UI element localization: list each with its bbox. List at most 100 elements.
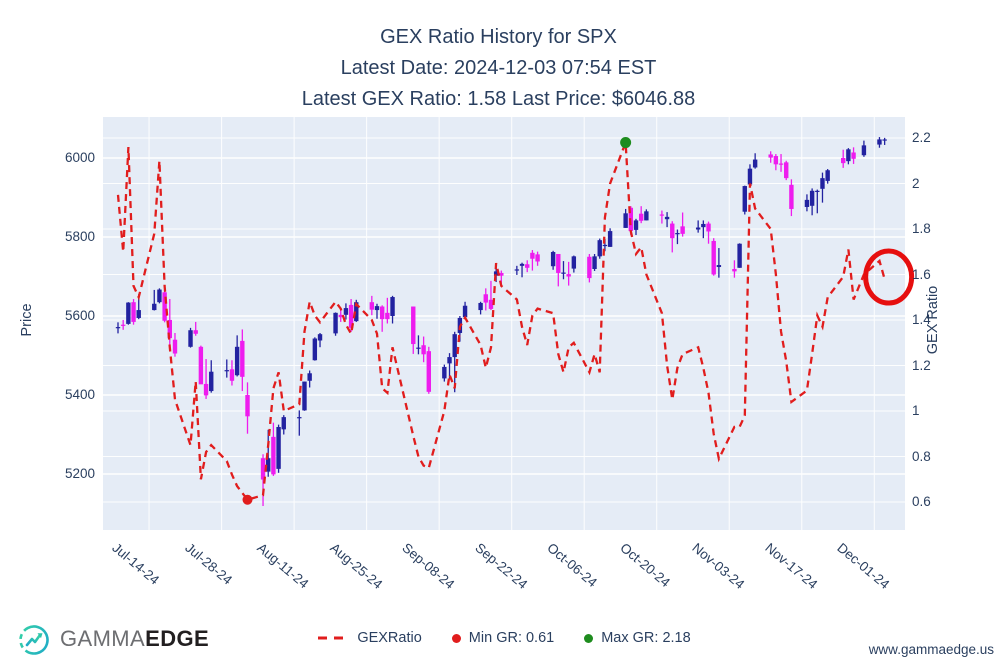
legend-gexratio-label: GEXRatio xyxy=(357,630,422,646)
candle-body xyxy=(768,154,773,158)
candle-body xyxy=(193,330,198,334)
gammaedge-logo: GAMMAEDGE xyxy=(16,620,209,658)
plot-background xyxy=(103,117,905,530)
legend-item-max-gr[interactable]: Max GR: 2.18 xyxy=(576,630,698,646)
candle-body xyxy=(711,240,716,275)
candle-body xyxy=(302,381,307,411)
gex-tick-label: 1 xyxy=(912,403,920,418)
candle-body xyxy=(882,139,887,141)
candle-body xyxy=(421,345,426,355)
candle-body xyxy=(493,271,499,276)
legend-item-gexratio[interactable]: GEXRatio xyxy=(309,630,429,646)
candle-body xyxy=(297,417,302,419)
candle-body xyxy=(120,324,126,326)
price-tick-label: 6000 xyxy=(64,150,95,165)
candle-body xyxy=(592,256,597,269)
candle-body xyxy=(695,227,701,230)
candle-body xyxy=(602,244,608,247)
candle-body xyxy=(483,294,488,303)
candle-body xyxy=(804,199,810,207)
candle-body xyxy=(240,340,245,377)
max-gr-dot xyxy=(620,137,632,149)
candle-body xyxy=(379,306,385,320)
candle-body xyxy=(447,357,452,364)
date-tick-label: Nov-03-24 xyxy=(689,540,748,593)
gridlines xyxy=(103,117,905,530)
candle-body xyxy=(307,373,312,381)
candle-body xyxy=(385,312,390,320)
candle-body xyxy=(333,312,338,334)
candle-body xyxy=(716,265,722,268)
candle-body xyxy=(747,168,753,185)
date-tick-label: Nov-17-24 xyxy=(762,540,821,593)
candle-body xyxy=(737,243,742,268)
candle-body xyxy=(354,302,359,322)
candle-body xyxy=(773,156,779,165)
candle-body xyxy=(462,305,468,318)
candle-body xyxy=(861,145,867,156)
latest-gex-highlight-circle xyxy=(863,248,915,306)
candle-body xyxy=(680,226,685,234)
candle-body xyxy=(245,395,250,417)
price-tick-label: 5400 xyxy=(64,387,95,402)
price-tick-label: 5600 xyxy=(64,308,95,323)
date-tick-label: Aug-25-24 xyxy=(326,540,385,593)
candle-body xyxy=(784,162,789,179)
candle-body xyxy=(452,334,457,358)
candle-body xyxy=(706,223,711,232)
gexratio-dash-marker xyxy=(318,636,349,640)
candle-body xyxy=(742,186,747,212)
gammaedge-logo-text: GAMMAEDGE xyxy=(60,626,210,651)
candle-body xyxy=(390,297,395,316)
candle-body xyxy=(789,184,794,209)
candle-body xyxy=(172,339,178,354)
max-gr-dot-marker xyxy=(584,633,594,643)
candle-body xyxy=(260,458,266,480)
candle-body xyxy=(607,231,613,247)
candle-body xyxy=(131,302,136,322)
candle-body xyxy=(203,383,209,396)
candle-body xyxy=(519,263,525,266)
candle-body xyxy=(188,330,193,347)
candle-body xyxy=(136,310,141,318)
date-tick-label: Oct-20-24 xyxy=(617,540,673,591)
legend-item-min-gr[interactable]: Min GR: 0.61 xyxy=(444,630,562,646)
candle-body xyxy=(157,289,162,303)
legend: GEXRatio Min GR: 0.61 Max GR: 2.18 xyxy=(103,630,905,646)
min-gr-dot xyxy=(242,494,253,505)
candle-body xyxy=(442,366,447,379)
candle-body xyxy=(115,327,121,329)
candle-body xyxy=(234,346,240,376)
legend-max-gr-label: Max GR: 2.18 xyxy=(601,630,691,646)
candle-body xyxy=(556,253,561,273)
candle-body xyxy=(312,338,318,361)
gex-tick-label: 1.2 xyxy=(912,357,931,373)
title-block: GEX Ratio History for SPX Latest Date: 2… xyxy=(0,22,997,115)
price-tick-label: 5200 xyxy=(64,466,95,481)
date-tick-label: Jul-28-24 xyxy=(181,540,235,588)
candle-body xyxy=(488,299,494,309)
candle-body xyxy=(675,233,680,235)
date-tick-label: Sep-08-24 xyxy=(399,540,458,593)
gex-ratio-line xyxy=(116,142,886,502)
candle-body xyxy=(659,214,665,216)
candle-body xyxy=(266,458,271,472)
gex-tick-label: 1.6 xyxy=(912,266,931,282)
candle-body xyxy=(348,304,354,328)
candle-body xyxy=(209,371,214,392)
latest-values-subtitle: Latest GEX Ratio: 1.58 Last Price: $6046… xyxy=(301,88,696,110)
candle-body xyxy=(317,334,323,341)
date-tick-label: Sep-22-24 xyxy=(472,540,530,593)
candle-body xyxy=(809,190,815,206)
candle-body xyxy=(644,211,649,221)
candle-body xyxy=(369,302,375,310)
plot-area[interactable] xyxy=(103,117,915,530)
candle-body xyxy=(587,256,592,279)
gex-ratio-chart[interactable] xyxy=(103,117,915,530)
candle-body xyxy=(841,158,846,164)
candle-body xyxy=(514,269,520,271)
candle-body xyxy=(701,223,706,228)
chart-title: GEX Ratio History for SPX xyxy=(380,26,617,48)
price-tick-label: 5800 xyxy=(64,229,95,244)
candle-body xyxy=(416,347,421,349)
